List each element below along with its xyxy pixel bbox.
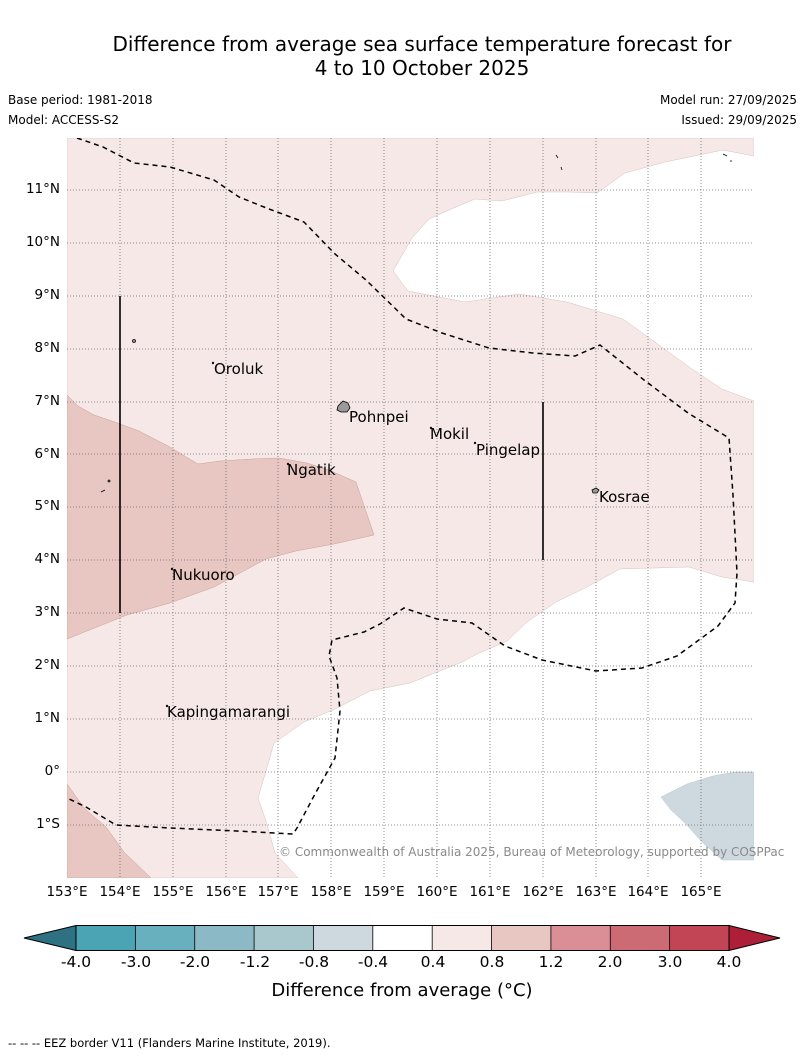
kosrae-island [591,487,600,494]
lat-label-3n: 3°N [34,604,60,620]
contour-neg-0.8-neg-0.4 [660,771,754,861]
anomaly-contours [67,138,754,878]
islet-kapingamarangi [165,704,169,708]
colorbar-segment [313,925,374,951]
lon-label-153e: 153°E [46,884,88,900]
pohnpei-island [336,400,351,413]
islet-west-reef [100,489,106,493]
lat-label-8n: 8°N [34,340,60,356]
base-period: Base period: 1981-2018 [8,93,153,107]
colorbar-tick-8: 1.2 [538,953,564,971]
colorbar-tick-10: 3.0 [657,953,683,971]
eez-footnote: -- -- -- EEZ border V11 (Flanders Marine… [8,1036,331,1050]
issued-date: Issued: 29/09/2025 [681,113,797,127]
colorbar-segment [135,925,196,951]
lon-label-154e: 154°E [99,884,141,900]
place-label-oroluk: Oroluk [214,360,264,378]
islet-pingelap [473,441,477,445]
place-label-pohnpei: Pohnpei [349,408,409,426]
colorbar-tick-7: 0.8 [479,953,505,971]
colorbar-extend-high [728,924,781,952]
lon-label-162e: 162°E [522,884,564,900]
lat-label-1n: 1°N [34,710,60,726]
chart-title-line2: 4 to 10 October 2025 [314,56,530,80]
lat-label-4n: 4°N [34,551,60,567]
place-label-mokil: Mokil [430,425,470,443]
chart-title-line1: Difference from average sea surface temp… [112,32,732,56]
colorbar-segment [372,925,433,951]
colorbar-segment [432,925,493,951]
lon-label-156e: 156°E [205,884,247,900]
islet-northeast [555,153,732,171]
contour-0.4-0.8 [67,138,754,878]
contour-0.8-1.2-southwest [67,783,152,878]
islet-ngatik-area [107,479,111,483]
lat-label-0: 0° [44,763,60,779]
place-label-ngatik: Ngatik [287,461,336,479]
colorbar-segment [76,925,136,951]
colorbar-segment [610,925,671,951]
lon-label-157e: 157°E [257,884,299,900]
colorbar-tick-6: 0.4 [420,953,446,971]
colorbar-segment [550,925,611,951]
colorbar-extend-low [23,924,77,952]
lon-label-155e: 155°E [152,884,194,900]
copyright-notice: © Commonwealth of Australia 2025, Bureau… [279,845,785,859]
islet-oroluk [211,361,215,365]
colorbar-tick-5: -0.4 [357,953,389,971]
lon-label-159e: 159°E [363,884,405,900]
lon-label-160e: 160°E [416,884,458,900]
colorbar-segment [254,925,314,951]
colorbar-segment [669,925,730,951]
lon-label-161e: 161°E [469,884,511,900]
model-name: Model: ACCESS-S2 [8,113,120,127]
colorbar-segment [491,925,552,951]
lat-label-9n: 9°N [34,287,60,303]
place-label-kosrae: Kosrae [599,488,650,506]
contour-0.8-1.2-west [67,394,375,640]
islet-8n [132,339,136,343]
lon-label-163e: 163°E [575,884,617,900]
colorbar-tick-4: -0.8 [298,953,330,971]
lat-label-6n: 6°N [34,446,60,462]
colorbar-tick-11: 4.0 [716,953,742,971]
lon-label-164e: 164°E [627,884,669,900]
place-label-pingelap: Pingelap [476,441,541,459]
islet-mokil [429,426,433,430]
sst-anomaly-map [67,138,754,878]
eez-border [67,138,738,835]
colorbar-tick-1: -3.0 [120,953,152,971]
lat-label-11n: 11°N [25,181,60,197]
lat-label-7n: 7°N [34,393,60,409]
chart-title: Difference from average sea surface temp… [0,32,804,80]
sst-reference-lines [119,296,544,613]
lat-label-5n: 5°N [34,498,60,514]
lon-label-165e: 165°E [680,884,722,900]
colorbar-tick-0: -4.0 [60,953,92,971]
lat-label-1s: 1°S [36,816,60,832]
colorbar-tick-9: 2.0 [597,953,623,971]
eez-border-line-north [67,138,738,835]
colorbar-tick-3: -1.2 [239,953,271,971]
colorbar-segment [194,925,255,951]
islands [100,153,732,708]
colorbar [23,924,781,952]
model-run: Model run: 27/09/2025 [659,93,797,107]
islet-nukuoro [170,567,174,571]
place-label-nukuoro: Nukuoro [172,566,235,584]
graticule [67,138,754,878]
lat-label-2n: 2°N [34,657,60,673]
lon-label-158e: 158°E [310,884,352,900]
colorbar-label: Difference from average (°C) [271,980,533,1001]
colorbar-tick-2: -2.0 [179,953,211,971]
lat-label-10n: 10°N [25,234,60,250]
colorbar-segments [23,924,781,952]
place-label-kapingamarangi: Kapingamarangi [167,703,291,721]
colorbar-frame [75,925,730,951]
islet-ngatik [286,462,290,466]
